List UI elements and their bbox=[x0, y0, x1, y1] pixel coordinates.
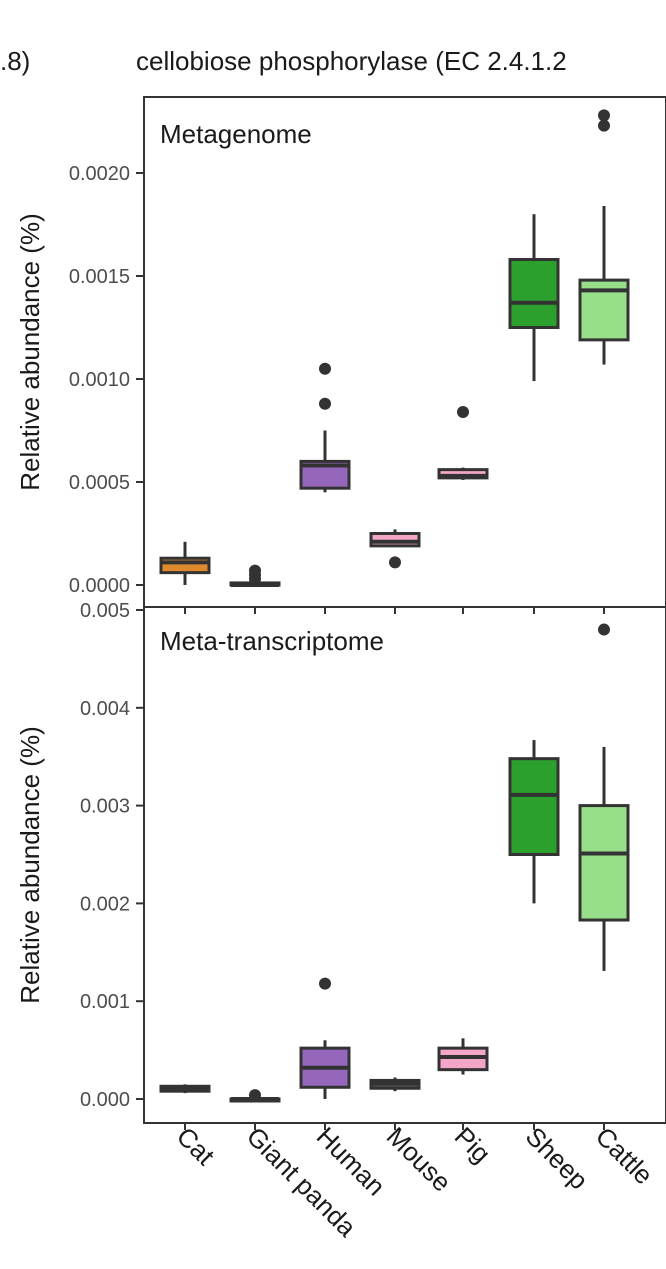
y-tick-label: 0.004 bbox=[80, 698, 130, 720]
box-pig bbox=[437, 405, 489, 480]
y-tick-label: 0.0010 bbox=[69, 369, 130, 391]
outlier-point bbox=[598, 623, 610, 636]
box-giant-panda bbox=[229, 564, 281, 587]
y-tick-label: 0.001 bbox=[80, 991, 130, 1013]
box-human bbox=[299, 362, 351, 493]
y-tick-label: 0.002 bbox=[80, 893, 130, 915]
box-body bbox=[369, 532, 421, 548]
header-left-label: .8) bbox=[0, 46, 30, 76]
panel-frame-metatranscriptome bbox=[143, 606, 666, 1124]
panel-label-metatranscriptome: Meta-transcriptome bbox=[160, 626, 384, 656]
outlier-point bbox=[319, 397, 331, 410]
outlier-point bbox=[598, 119, 610, 132]
outlier-point bbox=[598, 109, 610, 122]
outlier-point bbox=[457, 405, 469, 418]
x-category-label: Pig bbox=[449, 1121, 497, 1169]
box-cat bbox=[159, 541, 211, 585]
box-mouse bbox=[369, 1077, 421, 1092]
y-tick-label: 0.000 bbox=[80, 1089, 130, 1111]
outlier-point bbox=[249, 564, 261, 577]
x-category-label: Cattle bbox=[590, 1121, 659, 1190]
box-cat bbox=[159, 1084, 211, 1094]
panel-frame-metagenome bbox=[143, 96, 666, 608]
box-body bbox=[508, 258, 560, 329]
box-cattle bbox=[578, 623, 630, 971]
x-category-label: Sheep bbox=[520, 1121, 594, 1195]
x-category-label: Mouse bbox=[381, 1121, 457, 1197]
x-category-label: Cat bbox=[171, 1121, 221, 1171]
outlier-point bbox=[319, 977, 331, 990]
box-sheep bbox=[508, 214, 560, 382]
y-tick-label: 0.0000 bbox=[69, 575, 130, 597]
box-pig bbox=[437, 1038, 489, 1075]
y-axis-title-metagenome: Relative abundance (%) bbox=[15, 213, 45, 491]
y-tick-label: 0.0020 bbox=[69, 163, 130, 185]
outlier-point bbox=[319, 362, 331, 375]
box-mouse bbox=[369, 529, 421, 569]
y-tick-label: 0.0015 bbox=[69, 266, 130, 288]
box-body bbox=[508, 757, 560, 857]
y-tick-label: 0.0005 bbox=[69, 472, 130, 494]
box-cattle bbox=[578, 109, 630, 365]
y-tick-label: 0.003 bbox=[80, 796, 130, 818]
y-axis-title-metatranscriptome: Relative abundance (%) bbox=[15, 726, 45, 1004]
chart-title: cellobiose phosphorylase (EC 2.4.1.2 bbox=[136, 46, 567, 76]
box-body bbox=[578, 804, 630, 922]
box-sheep bbox=[508, 740, 560, 904]
box-human bbox=[299, 977, 351, 1099]
box-giant-panda bbox=[229, 1089, 281, 1103]
box-body bbox=[437, 468, 489, 480]
outlier-point bbox=[249, 1089, 261, 1102]
y-tick-label: 0.005 bbox=[80, 600, 130, 622]
outlier-point bbox=[389, 556, 401, 569]
panel-label-metagenome: Metagenome bbox=[160, 119, 312, 149]
